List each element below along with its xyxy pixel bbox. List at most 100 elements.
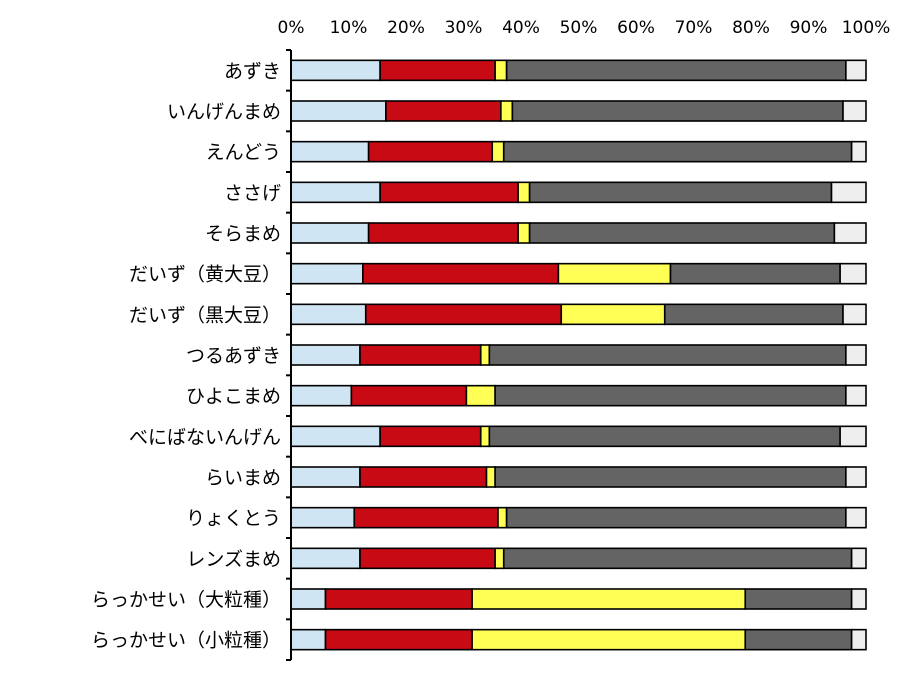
x-tick-label: 30% — [445, 18, 483, 38]
bar-segment — [359, 466, 488, 488]
bar-segment — [488, 344, 847, 366]
category-label: らっかせい（小粒種） — [91, 630, 281, 652]
bar-segment — [494, 547, 505, 570]
bar-segment — [842, 100, 867, 122]
bar-segment — [367, 140, 494, 163]
bar-segment — [471, 588, 747, 610]
bar-segment — [364, 303, 563, 326]
x-tick-label: 50% — [560, 18, 598, 38]
bar-segment — [290, 425, 381, 448]
category-label: ひよこまめ — [186, 386, 281, 408]
bar-segment — [359, 547, 496, 570]
bar-segment — [385, 100, 502, 122]
x-tick-label: 0% — [278, 18, 305, 38]
bar-segment — [290, 181, 381, 204]
bar-segment — [290, 59, 381, 82]
bar-segment — [491, 140, 505, 163]
bar-segment — [560, 303, 666, 326]
bar-segment — [359, 344, 482, 366]
bar-segment — [850, 547, 867, 570]
bar-segment — [290, 628, 327, 651]
category-label: だいず（黒大豆） — [129, 304, 281, 326]
x-tick-label: 10% — [330, 18, 368, 38]
bar-segment — [845, 466, 867, 488]
x-axis-ticks: 0% 10% 20% 30% 40% 50% 60% 70% 80% 90% 100% — [278, 18, 891, 38]
bar-segment — [833, 222, 867, 244]
bar-segment — [850, 588, 867, 610]
bar-segment — [479, 344, 491, 366]
category-label: らいまめ — [205, 467, 281, 489]
bar-area — [290, 59, 867, 651]
bar-segment — [367, 222, 519, 244]
bar-segment — [471, 628, 747, 651]
bar-segment — [488, 425, 841, 448]
bar-segment — [350, 384, 468, 407]
bar-segment — [845, 384, 867, 407]
bar-segment — [744, 628, 853, 651]
bar-segment — [290, 506, 356, 529]
bar-segment — [290, 262, 364, 285]
x-tick-label: 60% — [617, 18, 655, 38]
x-tick-label: 20% — [387, 18, 425, 38]
bar-segment — [324, 588, 473, 610]
x-tick-label: 70% — [675, 18, 713, 38]
bar-segment — [663, 303, 844, 326]
x-tick-label: 40% — [502, 18, 540, 38]
bar-segment — [845, 506, 867, 529]
bar-segment — [505, 506, 847, 529]
bar-segment — [290, 588, 327, 610]
bar-segment — [494, 466, 847, 488]
bar-segment — [497, 506, 508, 529]
bar-segment — [485, 466, 496, 488]
bar-segment — [528, 181, 833, 204]
category-label: ささげ — [224, 182, 281, 204]
bar-segment — [502, 140, 853, 163]
category-label: つるあずき — [186, 345, 281, 367]
bar-segment — [669, 262, 841, 285]
bar-segment — [744, 588, 853, 610]
bar-segment — [353, 506, 499, 529]
category-label: らっかせい（大粒種） — [91, 589, 281, 611]
category-label: だいず（黄大豆） — [129, 264, 281, 286]
bar-segment — [324, 628, 473, 651]
bar-segment — [290, 344, 361, 366]
bar-segment — [505, 59, 847, 82]
bar-segment — [290, 466, 361, 488]
bar-segment — [528, 222, 836, 244]
bar-segment — [290, 100, 387, 122]
bar-segment — [290, 384, 353, 407]
bar-segment — [839, 262, 867, 285]
category-label: りょくとう — [186, 508, 281, 530]
category-label: えんどう — [206, 142, 281, 164]
bar-segment — [362, 262, 560, 285]
bar-segment — [290, 303, 367, 326]
bar-segment — [494, 384, 847, 407]
bar-segment — [479, 425, 491, 448]
bar-segment — [290, 222, 370, 244]
category-label: いんげんまめ — [167, 101, 281, 123]
x-tick-label: 100% — [842, 18, 891, 38]
bar-segment — [557, 262, 672, 285]
category-label: レンズまめ — [186, 548, 281, 570]
bar-segment — [290, 547, 361, 570]
bar-segment — [511, 100, 844, 122]
bar-segment — [494, 59, 508, 82]
y-axis-ticks — [286, 49, 291, 661]
x-tick-label: 90% — [790, 18, 828, 38]
bar-segment — [465, 384, 496, 407]
bar-segment — [500, 100, 514, 122]
bar-segment — [290, 140, 370, 163]
category-label: べにばないんげん — [129, 426, 281, 448]
category-label: そらまめ — [205, 223, 281, 245]
bar-segment — [830, 181, 867, 204]
category-label: あずき — [224, 60, 281, 82]
bar-segment — [379, 181, 519, 204]
bar-segment — [517, 222, 531, 244]
bar-segment — [845, 344, 867, 366]
bar-segment — [842, 303, 867, 326]
bar-segment — [850, 628, 867, 651]
bar-segment — [845, 59, 867, 82]
bar-segment — [502, 547, 853, 570]
